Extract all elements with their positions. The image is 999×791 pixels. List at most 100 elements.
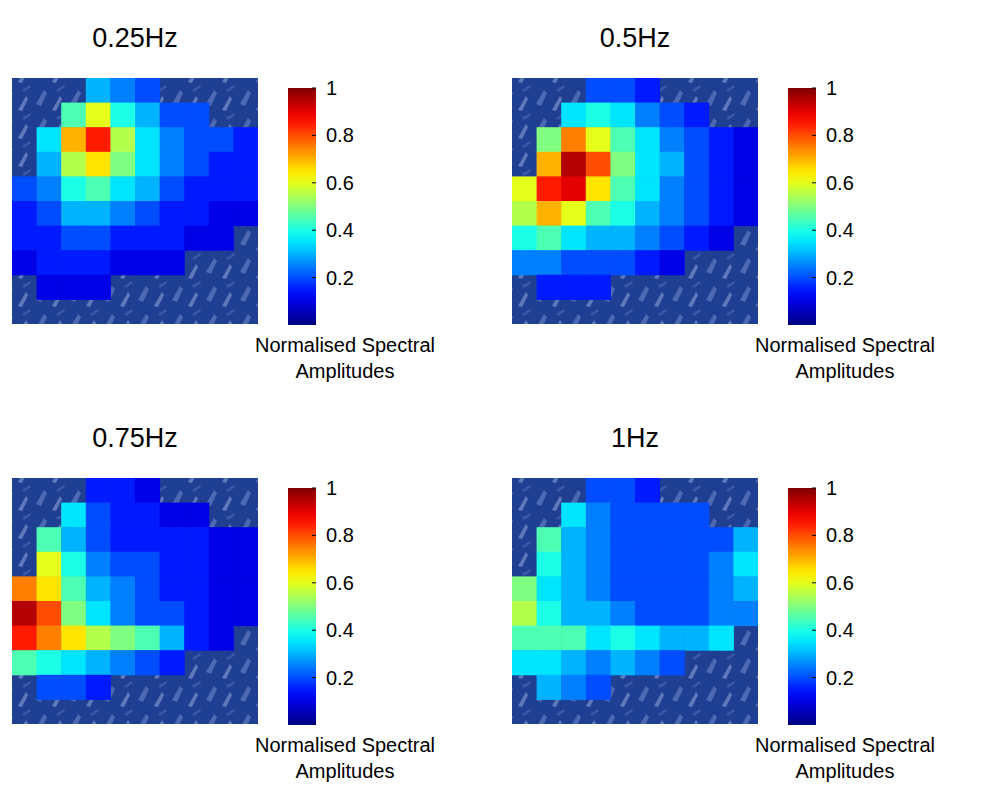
cell (86, 675, 111, 700)
cell (86, 127, 111, 152)
cell (537, 275, 562, 300)
cell (37, 152, 62, 177)
cell (209, 152, 234, 177)
tick (312, 182, 316, 183)
cell (537, 226, 562, 251)
cell (635, 127, 660, 152)
cell (184, 503, 209, 528)
cell (135, 176, 160, 201)
cell (635, 176, 660, 201)
cell (660, 176, 685, 201)
cell (184, 527, 209, 552)
cell (209, 176, 234, 201)
colorbar (788, 88, 816, 325)
cell (37, 176, 62, 201)
cell (61, 226, 86, 251)
tick-label: 1 (326, 477, 337, 499)
tick-label: 0.2 (826, 667, 854, 689)
cell (684, 103, 709, 128)
cell (684, 601, 709, 626)
cell (709, 552, 734, 577)
cell (209, 201, 234, 226)
cell (86, 250, 111, 275)
cell (86, 478, 111, 503)
cell (135, 103, 160, 128)
cell (561, 152, 586, 177)
cell (233, 601, 258, 626)
cell (610, 552, 635, 577)
cell (110, 176, 135, 201)
tick (812, 677, 816, 678)
cell (635, 650, 660, 675)
cell (635, 78, 660, 103)
tick-label: 0.6 (826, 572, 854, 594)
tick-label: 0.8 (826, 524, 854, 546)
cell (537, 650, 562, 675)
cell (184, 152, 209, 177)
cell (37, 576, 62, 601)
cell (233, 152, 258, 177)
cell (586, 103, 611, 128)
cell (110, 103, 135, 128)
cell (110, 78, 135, 103)
cell (684, 503, 709, 528)
tick (312, 135, 316, 136)
cell (561, 176, 586, 201)
cell (61, 503, 86, 528)
heatmap (12, 78, 258, 300)
cell (733, 152, 758, 177)
cell (586, 176, 611, 201)
tick-label: 1 (826, 77, 837, 99)
cell (733, 127, 758, 152)
tick (812, 88, 816, 89)
cell (684, 552, 709, 577)
cell (37, 250, 62, 275)
tick (812, 182, 816, 183)
cell (86, 503, 111, 528)
cell (86, 552, 111, 577)
cell (610, 478, 635, 503)
colorbar (788, 488, 816, 725)
cell (86, 626, 111, 651)
cell (37, 650, 62, 675)
cell (135, 226, 160, 251)
cell (660, 127, 685, 152)
cell (233, 527, 258, 552)
cell (135, 127, 160, 152)
tick (812, 230, 816, 231)
tick-label: 0.8 (326, 524, 354, 546)
cell (209, 626, 234, 651)
panel-title: 0.5Hz (600, 23, 671, 53)
cell (12, 576, 37, 601)
cell (110, 127, 135, 152)
panel: 0.75Hz0.20.40.60.81Normalised SpectralAm… (12, 423, 435, 782)
colorbar-label: Normalised SpectralAmplitudes (255, 734, 435, 782)
cell (86, 103, 111, 128)
cell (586, 650, 611, 675)
terrain (12, 478, 258, 724)
cell (635, 152, 660, 177)
cell (184, 601, 209, 626)
cell (586, 601, 611, 626)
cell (86, 176, 111, 201)
cell (561, 576, 586, 601)
cell (561, 675, 586, 700)
tick (312, 677, 316, 678)
cell (135, 626, 160, 651)
cell (209, 226, 234, 251)
tick (312, 630, 316, 631)
tick (312, 488, 316, 489)
cell (586, 626, 611, 651)
cell (684, 127, 709, 152)
tick-label: 0.4 (826, 219, 854, 241)
cell (37, 626, 62, 651)
cell (184, 226, 209, 251)
colorbar (288, 88, 316, 325)
cell (160, 176, 185, 201)
panel-title: 0.25Hz (92, 23, 178, 53)
cell (537, 176, 562, 201)
cell (61, 176, 86, 201)
cell (61, 152, 86, 177)
cell (586, 250, 611, 275)
figure: 0.25Hz 0.2 0.4 0.6 0.8 1 Normalised SpectralAm… (0, 0, 999, 791)
